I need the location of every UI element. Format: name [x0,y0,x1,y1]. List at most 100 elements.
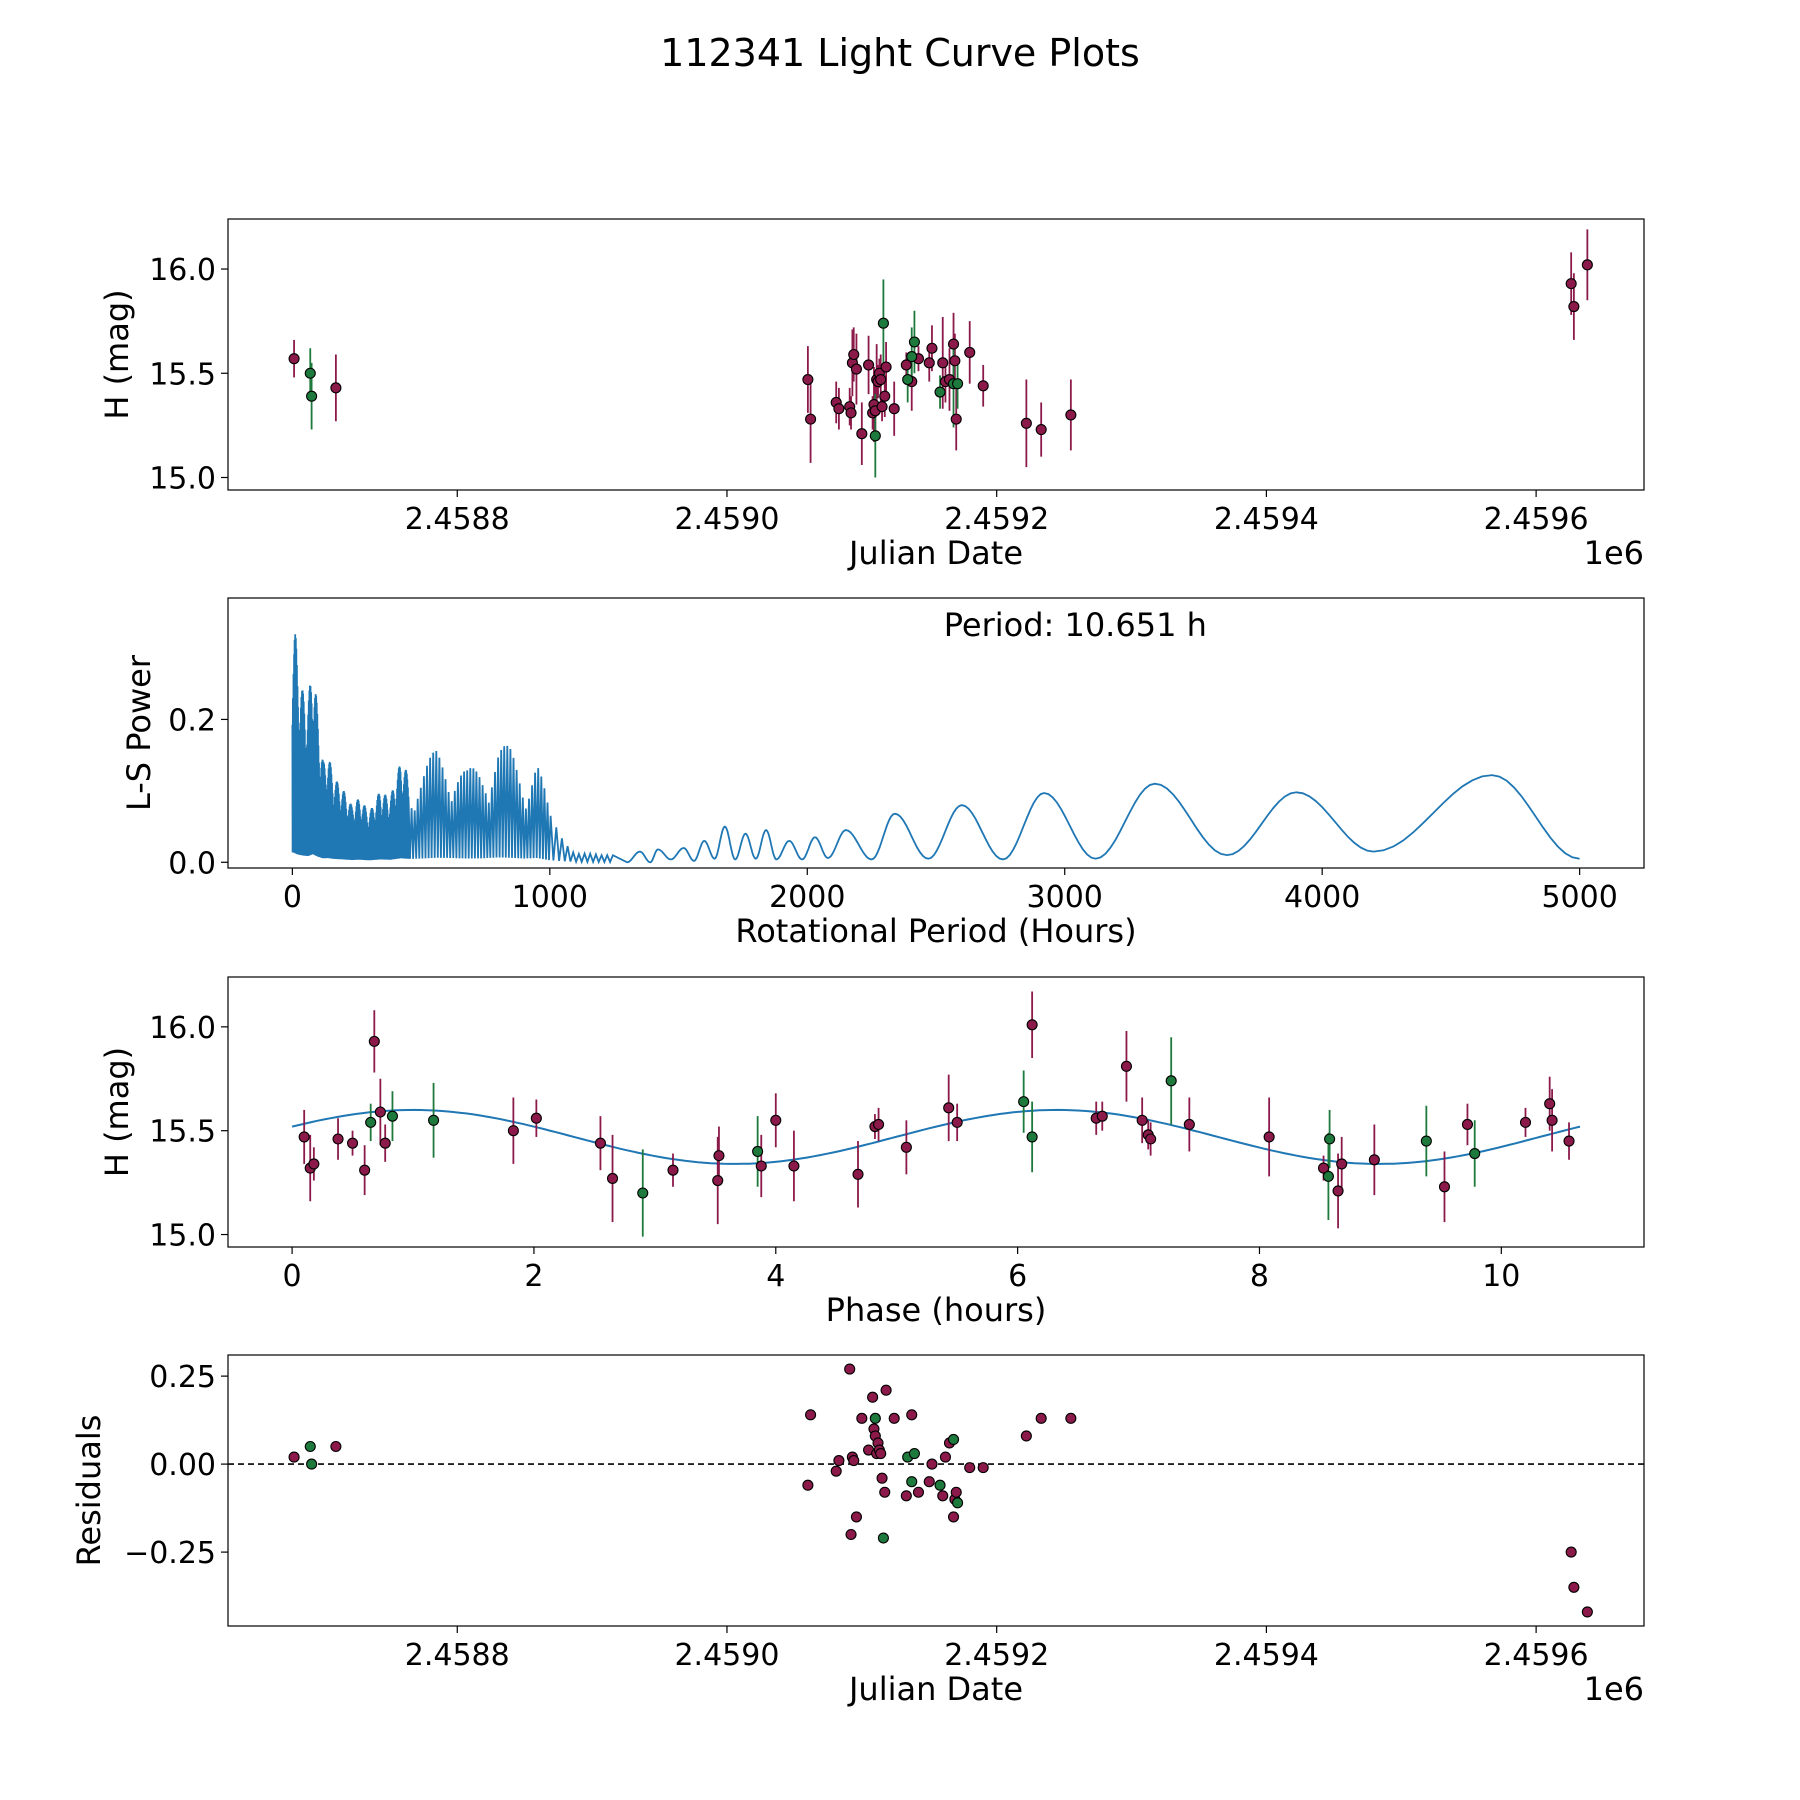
data-point [875,373,887,386]
periodogram-line [291,634,1580,865]
data-point [964,1462,976,1474]
y-tick-label: 16.0 [149,1011,216,1046]
data-point [713,1150,725,1162]
data-point [952,1497,964,1509]
data-point [379,1137,391,1149]
data-point [594,1137,606,1149]
data-point [1581,1606,1593,1618]
data-point [879,1486,891,1498]
data-point [1020,417,1032,429]
x-offset-text: 1e6 [1584,1670,1644,1708]
y-axis-label: Residuals [70,1415,108,1567]
x-tick-label: 3000 [1027,880,1103,915]
x-tick-label: 0 [283,1259,302,1294]
data-point [900,1490,912,1502]
y-tick-label: 15.5 [149,357,216,392]
data-point [906,1476,918,1488]
data-point [888,403,900,415]
data-point [951,1116,963,1128]
x-axis-label: Julian Date [847,1670,1023,1708]
data-point [428,1114,440,1126]
data-point [1461,1118,1474,1131]
data-point [947,1511,960,1523]
data-point [830,1465,842,1477]
lightcurve-axes-frame [227,218,1645,491]
residuals-subplot: 2.4588 2.4590 2.4592 2.4594 2.4596 −0.25 0.00 0… [70,1354,1645,1708]
data-point [1568,1581,1580,1593]
data-point [374,1106,386,1118]
x-tick-label: 4 [766,1259,785,1294]
data-point [1165,1075,1177,1087]
data-point [298,1131,310,1143]
data-point [845,407,857,419]
data-point [1318,1162,1330,1174]
x-tick-label: 2.4588 [405,1638,510,1673]
data-point [1035,423,1047,436]
data-point [507,1125,519,1137]
data-point [902,373,914,386]
data-point [877,1532,889,1544]
data-point [888,1412,900,1424]
data-point [937,357,949,369]
x-tick-label: 6 [1008,1259,1027,1294]
x-tick-label: 2 [524,1259,543,1294]
data-point [805,413,817,425]
x-tick-label: 1000 [512,880,588,915]
data-point [926,1458,938,1470]
data-point [949,355,961,367]
data-point [877,317,889,329]
data-point [752,1145,764,1158]
subplots: 2.4588 2.4590 2.4592 2.4594 2.4596 15.0 15.5 16… [70,218,1645,1708]
data-point [833,1455,845,1467]
data-point [937,1490,949,1502]
data-point [306,1458,318,1470]
data-point [1546,1114,1558,1126]
data-point [876,1472,888,1484]
x-tick-label: 0 [283,880,302,915]
x-tick-label: 2.4592 [944,502,1049,537]
data-point [852,1168,864,1180]
data-point [934,386,946,398]
data-point [1026,1131,1038,1143]
x-axis-label: Julian Date [847,534,1023,572]
data-point [368,1035,380,1047]
data-point [869,1412,881,1424]
data-point [939,1451,951,1463]
x-tick-label: 5000 [1541,880,1617,915]
data-point [900,1141,912,1153]
data-point [304,1440,316,1453]
periodogram-axes-frame [227,597,1645,869]
data-point [908,336,920,348]
data-point [365,1116,377,1128]
y-tick-label: 0.0 [168,846,216,881]
data-point [306,390,318,402]
y-axis-label: L-S Power [120,654,158,811]
data-point [1026,1019,1038,1031]
data-point [770,1114,782,1126]
x-tick-label: 2.4594 [1214,502,1319,537]
lightcurve-subplot: 2.4588 2.4590 2.4592 2.4594 2.4596 15.0 15.5 16… [98,218,1645,572]
x-axis-label: Phase (hours) [826,1291,1047,1329]
data-point [1544,1098,1556,1110]
data-point [330,382,342,394]
y-tick-label: 0.2 [168,703,216,738]
data-point [788,1160,800,1172]
data-point [802,1479,814,1491]
x-tick-label: 10 [1482,1259,1520,1294]
data-point [288,353,300,365]
phased-axes-frame [227,976,1645,1248]
period-annotation: Period: 10.651 h [944,606,1207,644]
data-point [1563,1135,1575,1147]
data-point [288,1451,300,1463]
data-point [1120,1060,1133,1072]
data-point [947,338,960,350]
data-point [880,361,892,373]
data-point [304,367,316,379]
phased-subplot: 0 2 4 6 8 10 15.0 15.5 16.0 Phase (hours) H (mag) [98,976,1645,1329]
data-point [844,1363,856,1375]
data-point [1568,301,1580,313]
y-tick-label: 0.00 [149,1448,216,1483]
data-point [833,403,845,415]
data-point [947,1433,960,1446]
